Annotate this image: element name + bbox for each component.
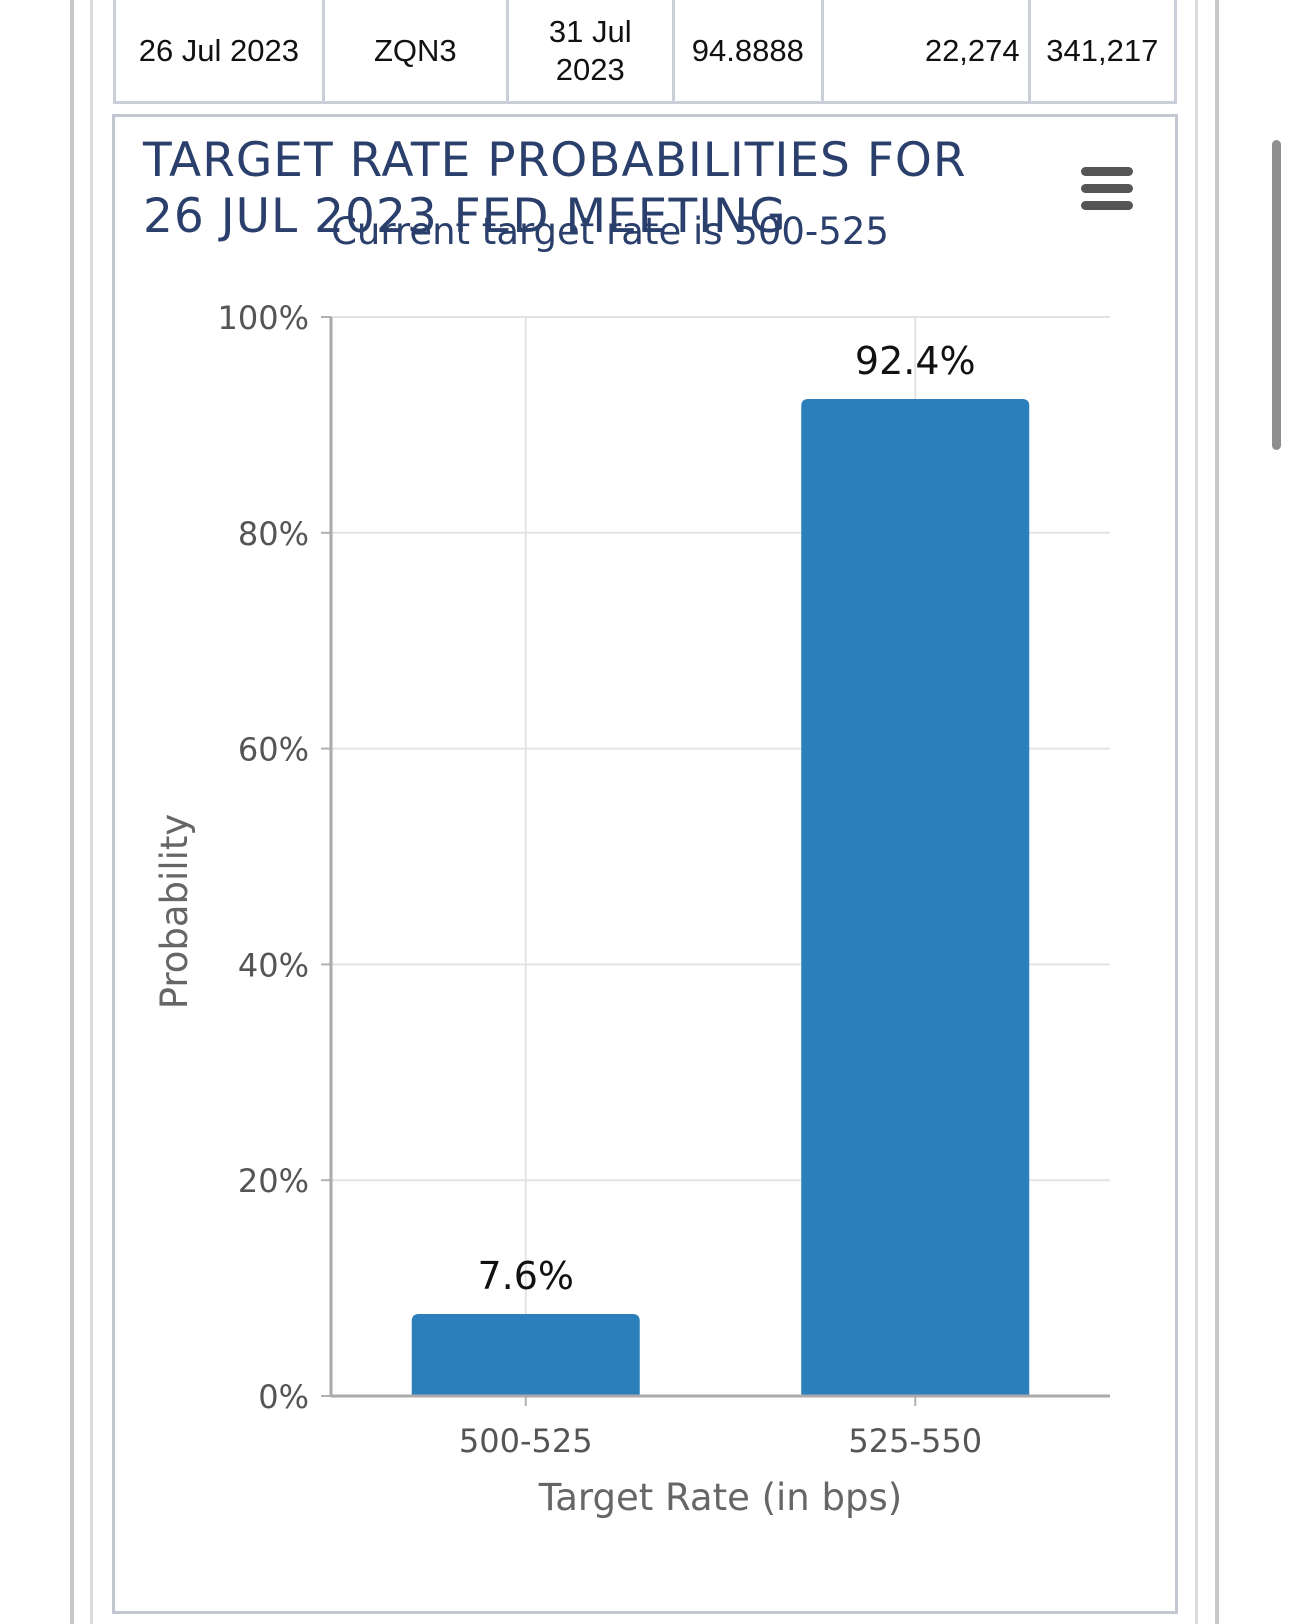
data-label: 92.4% bbox=[855, 339, 976, 383]
scrollbar-thumb[interactable] bbox=[1272, 140, 1281, 450]
futures-table: 26 Jul 2023 ZQN3 31 Jul 2023 94.8888 22,… bbox=[113, 0, 1178, 104]
bar bbox=[801, 399, 1030, 1396]
expires-value: 31 Jul 2023 bbox=[548, 13, 632, 87]
hamburger-menu-icon[interactable] bbox=[1081, 167, 1133, 211]
frame-rail bbox=[90, 0, 93, 1624]
frame-rail bbox=[70, 0, 74, 1624]
y-tick-label: 0% bbox=[258, 1378, 309, 1416]
x-tick-label: 500-525 bbox=[459, 1422, 593, 1460]
data-label: 7.6% bbox=[477, 1254, 574, 1298]
y-axis-title: Probability bbox=[153, 814, 196, 1010]
frame-rail bbox=[1215, 0, 1219, 1624]
contract-cell: ZQN3 bbox=[321, 0, 509, 104]
frame-rail bbox=[1195, 0, 1198, 1624]
prior-volume-cell: 22,274 bbox=[820, 0, 1031, 104]
y-tick-label: 40% bbox=[238, 946, 309, 984]
chart-subtitle: Current target rate is 500-525 bbox=[331, 210, 889, 253]
y-tick-label: 80% bbox=[238, 515, 309, 553]
expires-cell: 31 Jul 2023 bbox=[505, 0, 675, 104]
bar-chart: 0% 20% 40% 60% 80% 100% 7.6% 500-525 92.4% 525-55… bbox=[153, 299, 1110, 1519]
prior-oi-cell: 341,217 bbox=[1027, 0, 1178, 104]
y-tick-label: 100% bbox=[218, 299, 309, 337]
mid-price-cell: 94.8888 bbox=[671, 0, 824, 104]
chart-panel: TARGET RATE PROBABILITIES FOR 26 JUL 202… bbox=[112, 114, 1178, 1614]
y-tick-label: 60% bbox=[238, 731, 309, 769]
bar bbox=[411, 1313, 640, 1396]
y-tick-label: 20% bbox=[238, 1162, 309, 1200]
x-tick-label: 525-550 bbox=[848, 1422, 982, 1460]
x-axis-title: Target Rate (in bps) bbox=[538, 1476, 902, 1519]
chart-title: TARGET RATE PROBABILITIES FOR 26 JUL 202… bbox=[143, 133, 967, 244]
meeting-date-cell: 26 Jul 2023 bbox=[113, 0, 325, 104]
table-row: 26 Jul 2023 ZQN3 31 Jul 2023 94.8888 22,… bbox=[113, 0, 1178, 104]
